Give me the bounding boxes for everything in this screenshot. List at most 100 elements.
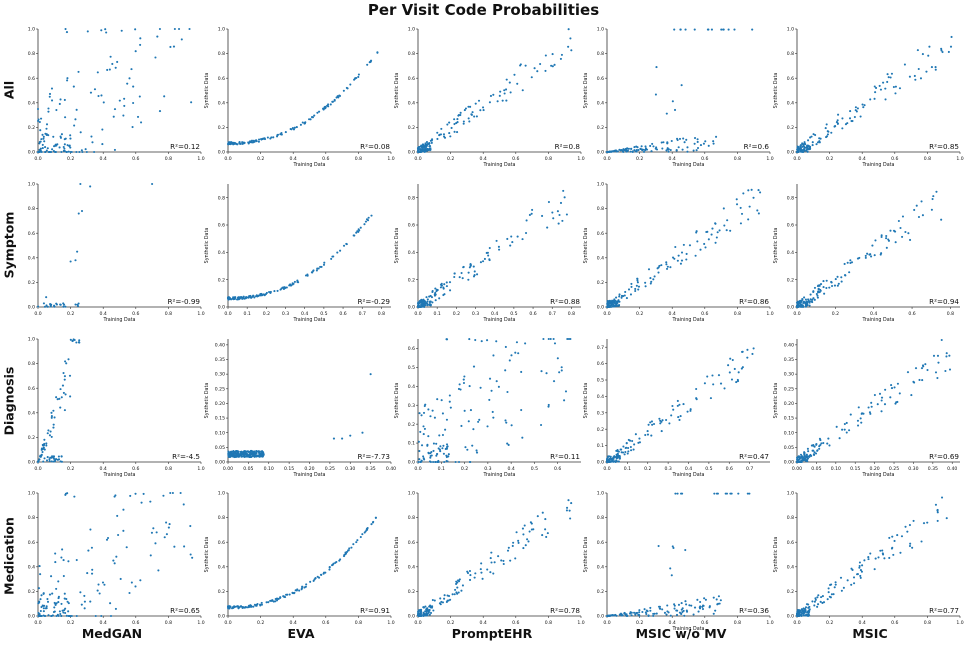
data-point bbox=[37, 587, 41, 590]
x-tick-label: 0.0 bbox=[224, 620, 231, 626]
data-point bbox=[676, 404, 679, 407]
data-point bbox=[488, 101, 491, 104]
data-point bbox=[524, 544, 527, 547]
data-point bbox=[568, 509, 571, 512]
data-point bbox=[425, 145, 428, 148]
data-point bbox=[431, 290, 434, 294]
data-point bbox=[660, 430, 663, 433]
x-axis-label: Training Data bbox=[483, 317, 516, 323]
column-label-eva: EVA bbox=[287, 626, 315, 641]
data-point bbox=[627, 288, 631, 291]
data-point bbox=[727, 28, 730, 31]
data-point bbox=[103, 583, 106, 586]
data-point bbox=[445, 285, 448, 288]
data-point bbox=[62, 575, 65, 578]
data-point bbox=[649, 282, 652, 285]
y-tick-label: 1.0 bbox=[28, 182, 35, 188]
x-tick-label: 0.00 bbox=[792, 466, 802, 472]
data-point bbox=[469, 105, 472, 108]
data-point bbox=[60, 455, 63, 458]
data-point bbox=[817, 288, 820, 291]
data-point bbox=[485, 251, 488, 254]
x-tick-label: 0.8 bbox=[545, 156, 552, 162]
data-point bbox=[55, 396, 58, 399]
data-point bbox=[450, 126, 453, 130]
x-tick-label: 0.8 bbox=[355, 156, 362, 162]
data-point bbox=[91, 568, 94, 571]
data-point bbox=[48, 95, 51, 98]
data-point bbox=[853, 582, 856, 585]
data-point bbox=[457, 387, 461, 391]
data-point bbox=[83, 607, 86, 610]
data-point bbox=[350, 546, 353, 549]
data-point bbox=[681, 607, 684, 610]
data-point bbox=[646, 433, 650, 436]
data-point bbox=[439, 133, 443, 136]
data-point bbox=[638, 437, 641, 440]
data-point bbox=[867, 556, 870, 559]
data-point bbox=[560, 53, 563, 56]
data-point bbox=[810, 135, 813, 138]
data-point bbox=[276, 289, 279, 292]
data-point bbox=[435, 290, 438, 293]
data-point bbox=[797, 304, 800, 307]
data-point bbox=[63, 98, 66, 101]
data-point bbox=[814, 133, 817, 137]
data-point bbox=[940, 218, 943, 221]
data-point bbox=[908, 75, 911, 78]
data-point bbox=[36, 107, 40, 111]
data-point bbox=[453, 272, 456, 275]
data-point bbox=[41, 133, 44, 136]
data-point bbox=[900, 535, 904, 538]
subplot-medication-msic: 0.0 0.2 0.4 0.6 0.8 1.00.00.20.40.60.81.0Synt… bbox=[773, 491, 964, 626]
data-point bbox=[826, 130, 829, 133]
data-point bbox=[806, 304, 809, 307]
x-tick-label: 0.35 bbox=[366, 466, 376, 472]
data-point bbox=[841, 428, 844, 431]
y-tick-label: 0.4 bbox=[28, 410, 35, 416]
data-point bbox=[42, 610, 45, 613]
data-point bbox=[642, 150, 646, 153]
data-point bbox=[799, 460, 802, 463]
data-point bbox=[138, 95, 141, 98]
data-point bbox=[158, 27, 161, 31]
data-point bbox=[309, 118, 312, 121]
data-point bbox=[834, 278, 837, 281]
data-point bbox=[65, 362, 68, 365]
data-point bbox=[59, 460, 62, 463]
data-point bbox=[703, 242, 706, 246]
data-point bbox=[473, 115, 476, 118]
data-point bbox=[671, 100, 674, 103]
data-point bbox=[453, 118, 456, 121]
data-point bbox=[806, 150, 809, 153]
y-tick-label: 0.2 bbox=[787, 277, 794, 283]
data-point bbox=[122, 114, 125, 117]
y-tick-label: 1.0 bbox=[218, 491, 225, 497]
data-point bbox=[52, 135, 55, 138]
data-point bbox=[502, 559, 505, 562]
data-point bbox=[327, 103, 330, 106]
data-point bbox=[934, 503, 937, 506]
data-point bbox=[291, 591, 294, 594]
data-point bbox=[428, 149, 432, 152]
data-point bbox=[446, 123, 449, 126]
x-tick-label: 1.0 bbox=[387, 156, 394, 162]
r2-annotation: R²=0.91 bbox=[360, 606, 390, 615]
data-point bbox=[332, 437, 336, 440]
data-point bbox=[442, 287, 445, 290]
data-point bbox=[240, 455, 243, 458]
data-point bbox=[653, 275, 656, 278]
data-point bbox=[546, 226, 549, 229]
data-point bbox=[647, 423, 650, 426]
x-tick-label: 0.3 bbox=[472, 311, 479, 317]
y-tick-label: 0.0 bbox=[408, 305, 415, 311]
x-tick-label: 0.2 bbox=[447, 620, 454, 626]
data-point bbox=[510, 424, 513, 427]
data-point bbox=[61, 548, 64, 551]
data-point bbox=[448, 121, 451, 124]
x-tick-label: 0.10 bbox=[264, 466, 274, 472]
data-point bbox=[157, 569, 160, 572]
data-point bbox=[556, 357, 559, 360]
data-point bbox=[678, 418, 681, 421]
data-point bbox=[812, 297, 815, 300]
